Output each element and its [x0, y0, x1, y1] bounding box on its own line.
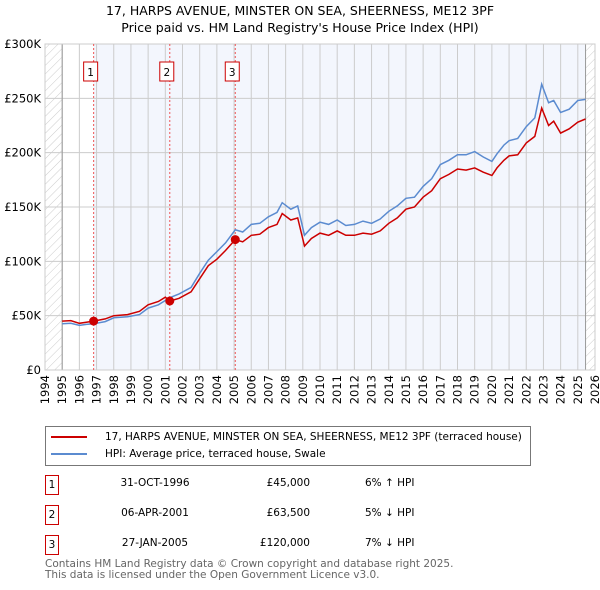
plot-border: [44, 43, 596, 371]
y-tick-label: £200K: [4, 146, 41, 160]
transaction-price: £63,500: [266, 507, 310, 519]
legend-label: HPI: Average price, terraced house, Swal…: [105, 448, 326, 460]
x-tick-label: 2014: [382, 375, 396, 404]
legend-item-hpi: HPI: Average price, terraced house, Swal…: [46, 446, 326, 462]
price-paid-line: [62, 105, 586, 325]
y-tick-label: £150K: [4, 200, 41, 214]
x-tick-label: 2005: [227, 375, 241, 404]
sale-label-box: [224, 61, 240, 82]
sale-label: 2: [163, 67, 170, 79]
sale-label-box: [159, 61, 175, 82]
x-tick-label: 2020: [485, 375, 499, 404]
legend-swatch-red: [51, 436, 87, 438]
x-tick-label: 2021: [502, 375, 516, 404]
x-tick-label: 2002: [176, 375, 190, 404]
footer-copyright: Contains HM Land Registry data © Crown c…: [45, 558, 454, 570]
x-tick-label: 2017: [433, 375, 447, 404]
legend: 17, HARPS AVENUE, MINSTER ON SEA, SHEERN…: [45, 426, 531, 466]
transaction-number: 2: [45, 505, 59, 525]
x-tick-label: 2006: [244, 375, 258, 404]
x-tick-label: 2025: [571, 375, 585, 404]
x-tick-label: 2010: [313, 375, 327, 404]
chart-subtitle: Price paid vs. HM Land Registry's House …: [121, 20, 479, 35]
x-tick-label: 1999: [124, 375, 138, 404]
x-tick-label: 1994: [38, 375, 52, 404]
x-tick-label: 2018: [451, 375, 465, 404]
x-tick-label: 1998: [107, 375, 121, 404]
x-tick-label: 2015: [399, 375, 413, 404]
legend-item-property: 17, HARPS AVENUE, MINSTER ON SEA, SHEERN…: [46, 429, 522, 445]
x-tick-label: 2012: [347, 375, 361, 404]
x-tick-label: 2007: [261, 375, 275, 404]
y-tick-label: £0: [26, 363, 41, 377]
x-tick-label: 2000: [141, 375, 155, 404]
sale-label-box: [83, 61, 99, 82]
x-tick-label: 2001: [158, 375, 172, 404]
x-tick-label: 2011: [330, 375, 344, 404]
x-tick-label: 2026: [588, 375, 600, 404]
transaction-date: 06-APR-2001: [121, 507, 189, 519]
x-tick-label: 2008: [279, 375, 293, 404]
transaction-hpi: 5% ↓ HPI: [365, 507, 415, 519]
y-tick-label: £100K: [4, 254, 41, 268]
y-tick-label: £50K: [12, 309, 42, 323]
transaction-number: 1: [45, 475, 59, 495]
x-tick-label: 1996: [72, 375, 86, 404]
x-tick-label: 2024: [554, 375, 568, 404]
transaction-row: 1 31-OCT-1996 £45,000 6% ↑ HPI: [45, 475, 445, 495]
transaction-hpi: 6% ↑ HPI: [365, 477, 415, 489]
sale-label: 1: [87, 67, 94, 79]
hpi-line: [62, 81, 586, 327]
x-tick-label: 2004: [210, 375, 224, 404]
transaction-price: £45,000: [266, 477, 310, 489]
x-tick-label: 2009: [296, 375, 310, 404]
sale-point: [230, 235, 240, 245]
chart-title: 17, HARPS AVENUE, MINSTER ON SEA, SHEERN…: [105, 3, 495, 18]
x-tick-label: 2013: [365, 375, 379, 404]
x-tick-label: 1995: [55, 375, 69, 404]
transaction-hpi: 7% ↓ HPI: [365, 537, 415, 549]
x-tick-label: 1997: [90, 375, 104, 404]
footer: Contains HM Land Registry data © Crown c…: [45, 559, 453, 581]
legend-swatch-blue: [51, 453, 87, 455]
transaction-price: £120,000: [259, 537, 310, 549]
transaction-date: 31-OCT-1996: [120, 477, 190, 489]
x-tick-label: 2019: [468, 375, 482, 404]
legend-label: 17, HARPS AVENUE, MINSTER ON SEA, SHEERN…: [105, 431, 522, 443]
x-tick-label: 2022: [519, 375, 533, 404]
y-tick-label: £250K: [4, 91, 41, 105]
transaction-row: 3 27-JAN-2005 £120,000 7% ↓ HPI: [45, 535, 445, 555]
y-tick-label: £300K: [4, 37, 41, 51]
footer-licence: This data is licensed under the Open Gov…: [45, 569, 380, 581]
x-tick-label: 2003: [193, 375, 207, 404]
sale-label: 3: [229, 67, 236, 79]
x-tick-label: 2023: [536, 375, 550, 404]
sale-point: [89, 316, 99, 326]
transaction-date: 27-JAN-2005: [121, 537, 189, 549]
sale-point: [165, 296, 175, 306]
transaction-row: 2 06-APR-2001 £63,500 5% ↓ HPI: [45, 505, 445, 525]
x-tick-label: 2016: [416, 375, 430, 404]
transaction-number: 3: [45, 535, 59, 555]
